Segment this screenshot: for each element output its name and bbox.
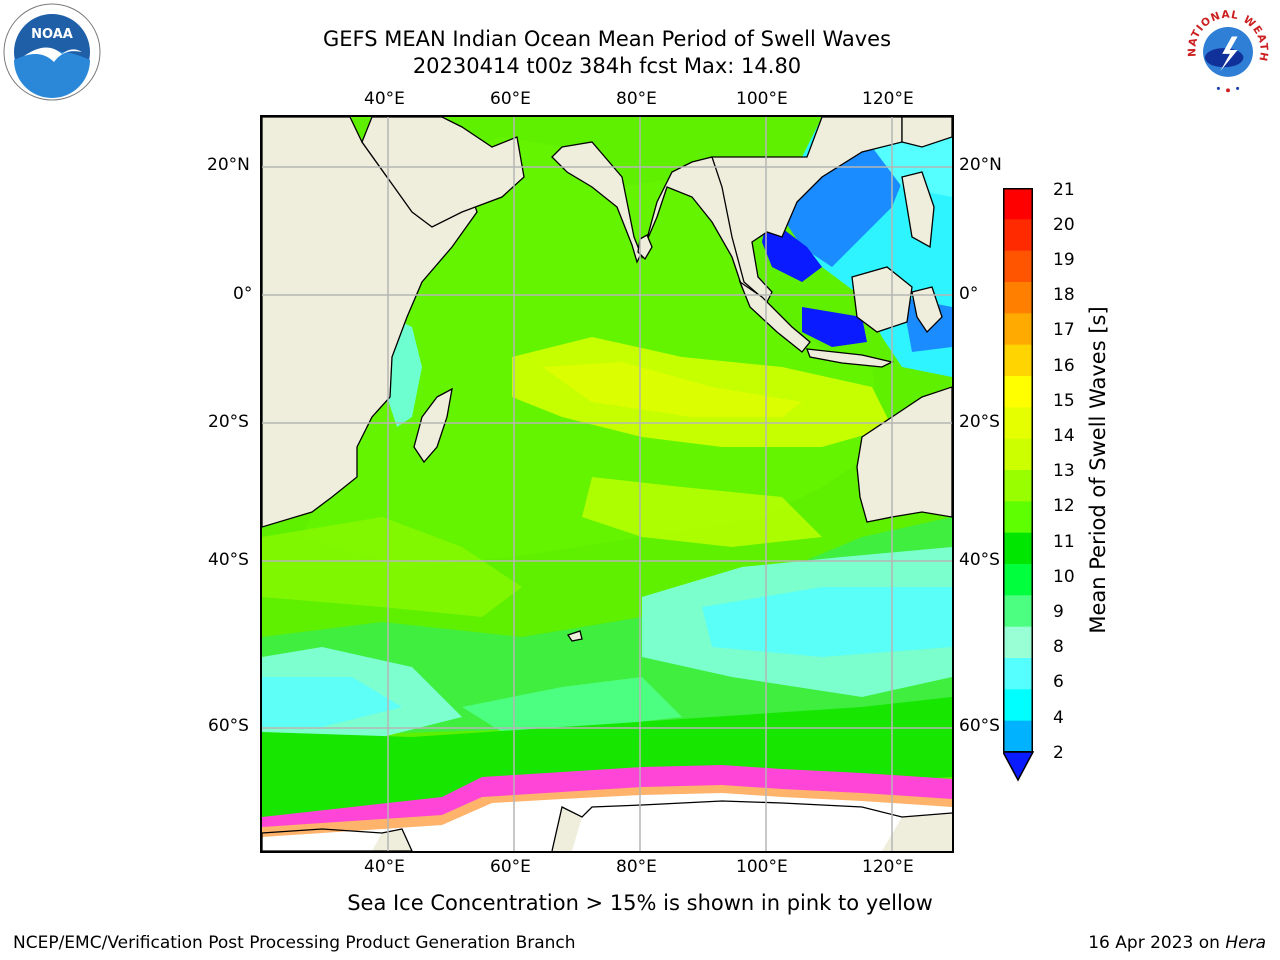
sulawesi-land — [911, 286, 943, 334]
nws-logo-icon: NATIONAL WEATHER SERVICE — [1180, 2, 1274, 96]
lon-tick-top-80e: 80°E — [616, 89, 657, 109]
borneo-land — [851, 266, 913, 333]
arabia-land — [361, 117, 525, 228]
colorbar-block — [1003, 626, 1033, 659]
lat-tick-right-0: 0° — [959, 284, 979, 304]
colorbar-block — [1003, 250, 1033, 283]
lon-tick-bottom-80e: 80°E — [616, 857, 657, 877]
colorbar-extend-arrow — [1003, 751, 1035, 782]
map-subtitle: 20230414 t00z 384h fcst Max: 14.80 — [412, 54, 802, 78]
colorbar-label-13: 13 — [1053, 461, 1075, 481]
lat-tick-left-60s: 60°S — [208, 716, 249, 736]
colorbar-block — [1003, 689, 1033, 722]
lon-tick-bottom-60e: 60°E — [490, 857, 531, 877]
colorbar-label-14: 14 — [1053, 426, 1075, 446]
noaa-logo-text: NOAA — [31, 27, 73, 42]
colorbar-block — [1003, 438, 1033, 471]
philippines-land — [901, 171, 935, 249]
colorbar-block — [1003, 407, 1033, 440]
srilanka-land — [637, 234, 653, 261]
colorbar-label-17: 17 — [1053, 320, 1075, 340]
colorbar-label-9: 9 — [1053, 602, 1064, 622]
noaa-logo-icon: NOAA — [3, 3, 101, 101]
colorbar-label-10: 10 — [1053, 567, 1075, 587]
colorbar-block — [1003, 282, 1033, 314]
swell-period-map — [262, 117, 952, 851]
map-panel[interactable] — [260, 115, 954, 853]
colorbar-block — [1003, 658, 1033, 690]
kerguelen-land — [566, 630, 583, 642]
sea-ice-caption: Sea Ice Concentration > 15% is shown in … — [347, 891, 933, 915]
footer-date-text: 16 Apr 2023 on — [1088, 933, 1226, 953]
lat-tick-right-40s: 40°S — [959, 550, 1000, 570]
madagascar-land — [413, 387, 453, 464]
lon-tick-top-100e: 100°E — [736, 89, 788, 109]
colorbar-label-15: 15 — [1053, 391, 1075, 411]
colorbar-title: Mean Period of Swell Waves [s] — [1086, 306, 1110, 634]
colorbar-label-11: 11 — [1053, 532, 1075, 552]
lat-tick-right-20s: 20°S — [959, 412, 1000, 432]
colorbar-label-2: 2 — [1053, 743, 1064, 763]
colorbar-block — [1003, 720, 1033, 753]
colorbar-label-4: 4 — [1053, 708, 1064, 728]
lat-tick-left-20s: 20°S — [208, 412, 249, 432]
colorbar-block — [1003, 376, 1033, 408]
colorbar-block — [1003, 501, 1033, 534]
colorbar-label-12: 12 — [1053, 496, 1075, 516]
colorbar-block — [1003, 344, 1033, 377]
graticule — [262, 117, 952, 851]
map-title: GEFS MEAN Indian Ocean Mean Period of Sw… — [322, 27, 892, 51]
lon-tick-top-40e: 40°E — [364, 89, 405, 109]
footer-date: 16 Apr 2023 on Hera — [1088, 933, 1266, 953]
sumatra-land — [738, 280, 811, 353]
colorbar-label-16: 16 — [1053, 356, 1075, 376]
colorbar-block — [1003, 313, 1033, 346]
colorbar-block — [1003, 564, 1033, 596]
colorbar-label-8: 8 — [1053, 637, 1064, 657]
indochina-land — [711, 117, 903, 304]
colorbar-block — [1003, 188, 1033, 220]
colorbar — [1003, 188, 1035, 782]
colorbar-label-21: 21 — [1053, 180, 1075, 200]
lat-tick-left-0: 0° — [233, 284, 253, 304]
colorbar-label-20: 20 — [1053, 215, 1075, 235]
antarctica-coast — [262, 828, 413, 851]
lon-tick-bottom-40e: 40°E — [364, 857, 405, 877]
colorbar-label-6: 6 — [1053, 672, 1064, 692]
colorbar-frame — [1003, 188, 1033, 753]
lon-tick-top-60e: 60°E — [490, 89, 531, 109]
australia-land — [856, 386, 952, 523]
colorbar-block — [1003, 595, 1033, 628]
china-land — [901, 117, 952, 148]
lat-tick-left-40s: 40°S — [208, 550, 249, 570]
lat-tick-right-60s: 60°S — [959, 716, 1000, 736]
lon-tick-top-120e: 120°E — [862, 89, 914, 109]
colorbar-block — [1003, 470, 1033, 502]
footer-host: Hera — [1225, 933, 1266, 953]
lat-tick-left-20n: 20°N — [207, 155, 250, 175]
colorbar-block — [1003, 532, 1033, 565]
lat-tick-right-20n: 20°N — [959, 155, 1002, 175]
land-masses — [262, 117, 952, 851]
lon-tick-bottom-120e: 120°E — [862, 857, 914, 877]
lon-tick-bottom-100e: 100°E — [736, 857, 788, 877]
footer-credit: NCEP/EMC/Verification Post Processing Pr… — [13, 933, 576, 953]
java-land — [806, 348, 894, 368]
colorbar-label-18: 18 — [1053, 285, 1075, 305]
colorbar-label-19: 19 — [1053, 250, 1075, 270]
colorbar-block — [1003, 219, 1033, 252]
